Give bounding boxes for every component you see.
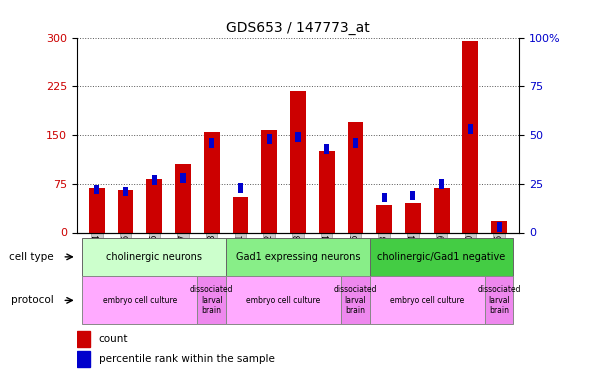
- Bar: [434, 188, 450, 232]
- Bar: [226, 238, 370, 276]
- Bar: [232, 197, 248, 232]
- Bar: [370, 276, 485, 324]
- Bar: [238, 183, 243, 192]
- Bar: [83, 276, 198, 324]
- Bar: [341, 276, 370, 324]
- Bar: [146, 179, 162, 232]
- Bar: [204, 132, 219, 232]
- Bar: [382, 192, 386, 202]
- Title: GDS653 / 147773_at: GDS653 / 147773_at: [226, 21, 370, 35]
- Bar: [152, 175, 157, 185]
- Bar: [290, 91, 306, 232]
- Text: embryo cell culture: embryo cell culture: [390, 296, 464, 305]
- Text: protocol: protocol: [11, 296, 54, 305]
- Bar: [376, 205, 392, 232]
- Text: dissociated
larval
brain: dissociated larval brain: [477, 285, 521, 315]
- Bar: [209, 138, 214, 148]
- Bar: [226, 276, 341, 324]
- Bar: [267, 134, 272, 144]
- Bar: [463, 41, 478, 232]
- Bar: [410, 190, 415, 200]
- Bar: [94, 185, 99, 195]
- Bar: [77, 351, 90, 367]
- Text: embryo cell culture: embryo cell culture: [103, 296, 177, 305]
- Bar: [181, 173, 186, 183]
- Bar: [491, 221, 507, 232]
- Bar: [439, 179, 444, 189]
- Bar: [123, 187, 128, 196]
- Bar: [353, 138, 358, 148]
- Bar: [77, 331, 90, 346]
- Text: dissociated
larval
brain: dissociated larval brain: [334, 285, 377, 315]
- Bar: [324, 144, 329, 153]
- Bar: [485, 276, 513, 324]
- Text: cholinergic/Gad1 negative: cholinergic/Gad1 negative: [378, 252, 506, 262]
- Bar: [468, 124, 473, 134]
- Bar: [370, 238, 513, 276]
- Bar: [198, 276, 226, 324]
- Bar: [261, 130, 277, 232]
- Bar: [175, 164, 191, 232]
- Text: count: count: [99, 334, 128, 344]
- Text: percentile rank within the sample: percentile rank within the sample: [99, 354, 274, 364]
- Bar: [497, 222, 502, 231]
- Text: Gad1 expressing neurons: Gad1 expressing neurons: [235, 252, 360, 262]
- Bar: [405, 203, 421, 232]
- Bar: [319, 151, 335, 232]
- Text: dissociated
larval
brain: dissociated larval brain: [190, 285, 234, 315]
- Bar: [83, 238, 226, 276]
- Text: embryo cell culture: embryo cell culture: [247, 296, 321, 305]
- Text: cholinergic neurons: cholinergic neurons: [106, 252, 202, 262]
- Bar: [296, 132, 300, 142]
- Bar: [117, 190, 133, 232]
- Bar: [89, 188, 104, 232]
- Bar: [348, 122, 363, 232]
- Text: cell type: cell type: [9, 252, 54, 262]
